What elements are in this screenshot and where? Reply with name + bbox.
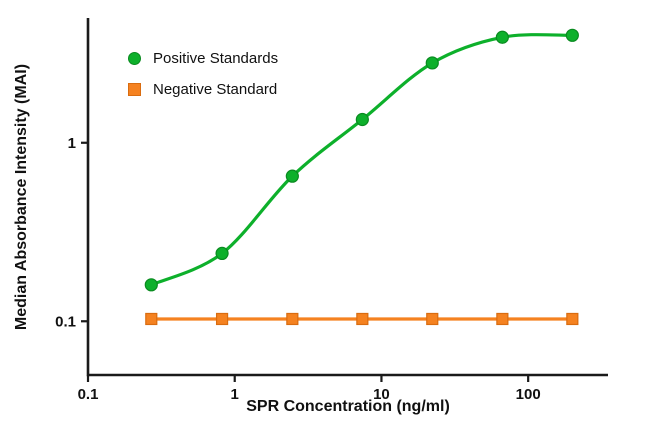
series-positive-standards-point [495, 30, 509, 44]
x-tick-label: 10 [373, 386, 390, 403]
series-positive-standards-point [144, 278, 158, 292]
legend-item-positive-standards: Positive Standards [128, 50, 278, 67]
legend-label-negative-standard: Negative Standard [153, 81, 278, 98]
series-negative-standard-point [426, 312, 439, 326]
x-tick-label: 1 [231, 386, 239, 403]
y-tick-label: 0.1 [55, 313, 76, 330]
series-negative-standard-point [356, 312, 369, 326]
x-tick-label: 0.1 [78, 386, 99, 403]
series-positive-standards-point [355, 112, 369, 127]
y-tick-label: 1 [68, 135, 76, 152]
series-negative-standard-point [496, 312, 509, 326]
x-tick-label: 100 [516, 386, 541, 403]
series-negative-standard-point [215, 312, 229, 326]
positive-standards-marker-icon [128, 52, 141, 65]
series-negative-standard-point [145, 312, 158, 326]
series-positive-standards-point [215, 246, 229, 260]
y-axis-title: Median Absorbance Intensity (MAI) [13, 63, 30, 331]
legend-item-negative-standard: Negative Standard [128, 81, 278, 98]
legend-label-positive-standards: Positive Standards [153, 50, 279, 67]
series-positive-standards-point [285, 169, 299, 183]
negative-standard-marker-icon [128, 83, 141, 96]
legend: Positive Standards Negative Standard [128, 50, 278, 98]
x-axis-title: SPR Concentration (ng/ml) [246, 398, 450, 415]
series-positive-standards-point [425, 56, 439, 70]
series-positive-standards-point [565, 28, 579, 42]
series-negative-standard-point [566, 312, 579, 326]
series-negative-standard-point [286, 312, 299, 326]
